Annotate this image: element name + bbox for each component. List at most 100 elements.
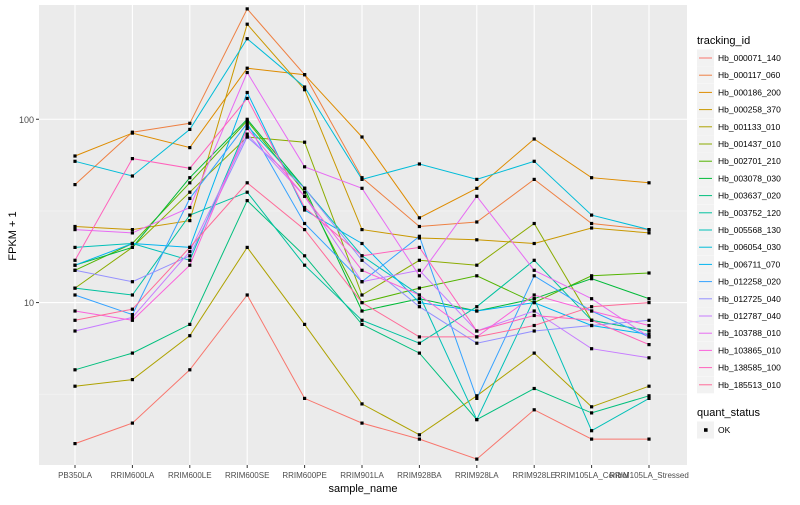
data-point <box>73 309 77 313</box>
data-point <box>303 396 307 400</box>
plot-panel <box>39 5 687 465</box>
data-point <box>130 157 134 161</box>
data-point <box>188 146 192 150</box>
data-point <box>245 190 249 194</box>
data-point <box>532 323 536 328</box>
data-point <box>188 322 192 326</box>
data-point <box>188 254 192 258</box>
data-point <box>532 221 536 226</box>
legend-item-label: Hb_005568_130 <box>718 225 781 235</box>
data-point <box>590 429 594 433</box>
data-point <box>532 301 536 305</box>
data-point <box>245 126 249 131</box>
data-point <box>475 329 479 333</box>
data-point <box>475 335 479 339</box>
data-point <box>303 254 307 258</box>
data-point <box>417 234 421 238</box>
data-point <box>647 332 651 337</box>
data-point <box>245 245 249 249</box>
data-point <box>245 7 249 11</box>
data-point <box>417 297 421 301</box>
data-point <box>590 323 594 328</box>
data-point <box>188 121 192 125</box>
data-point <box>475 220 479 224</box>
data-point <box>475 394 479 398</box>
data-point <box>303 221 307 226</box>
data-point <box>360 301 364 305</box>
data-point <box>647 384 651 388</box>
data-point <box>303 322 307 326</box>
data-point <box>417 437 421 441</box>
data-point <box>590 277 594 281</box>
data-point <box>417 268 421 272</box>
data-point <box>73 258 77 262</box>
data-point <box>188 368 192 372</box>
data-point <box>590 221 594 226</box>
data-point <box>360 402 364 406</box>
data-point <box>188 249 192 254</box>
data-point <box>130 318 134 322</box>
legend-item-label: Hb_000186_200 <box>718 87 781 97</box>
x-axis-label: sample_name <box>328 483 397 495</box>
data-point <box>188 245 192 249</box>
data-point <box>188 258 192 262</box>
data-point <box>188 213 192 217</box>
data-point <box>475 309 479 313</box>
data-point <box>188 334 192 338</box>
data-point <box>475 177 479 181</box>
data-point <box>245 132 249 136</box>
data-point <box>188 176 192 180</box>
data-point <box>532 309 536 313</box>
data-point <box>647 396 651 400</box>
data-point <box>130 131 134 135</box>
data-point <box>188 190 192 194</box>
data-point <box>417 286 421 290</box>
data-point <box>188 181 192 185</box>
x-tick-label: PB350LA <box>58 471 92 480</box>
legend-item-label: Hb_003078_030 <box>718 173 781 183</box>
data-point <box>360 258 364 262</box>
data-point <box>417 341 421 345</box>
data-point <box>360 421 364 425</box>
data-point <box>417 245 421 249</box>
data-point <box>532 258 536 262</box>
data-point <box>303 88 307 92</box>
data-point <box>303 263 307 267</box>
data-point <box>130 313 134 317</box>
data-point <box>417 433 421 437</box>
legend-item-label: Hb_103788_010 <box>718 328 781 338</box>
data-point <box>245 117 249 121</box>
data-point <box>360 322 364 326</box>
data-point <box>73 263 77 267</box>
data-point <box>73 368 77 372</box>
data-point <box>532 159 536 163</box>
data-point <box>360 318 364 322</box>
data-point <box>475 186 479 190</box>
data-point <box>303 165 307 169</box>
data-point <box>130 307 134 311</box>
legend-item-label: Hb_185513_010 <box>718 380 781 390</box>
data-point <box>130 315 134 319</box>
data-point <box>303 85 307 89</box>
data-point <box>188 127 192 131</box>
data-point <box>188 205 192 210</box>
data-point <box>532 293 536 297</box>
legend-title: tracking_id <box>697 35 750 47</box>
data-point <box>245 66 249 70</box>
data-point <box>73 384 77 388</box>
y-axis: 10 100 <box>19 115 39 308</box>
data-point <box>130 245 134 249</box>
data-point <box>647 231 651 235</box>
data-point <box>590 347 594 351</box>
data-point <box>73 286 77 290</box>
data-point <box>130 174 134 178</box>
data-point <box>475 274 479 278</box>
data-point <box>647 343 651 347</box>
data-point <box>303 228 307 232</box>
data-point <box>73 245 77 249</box>
data-point <box>647 394 651 398</box>
data-point <box>590 226 594 230</box>
data-point <box>303 140 307 144</box>
data-point <box>417 216 421 220</box>
